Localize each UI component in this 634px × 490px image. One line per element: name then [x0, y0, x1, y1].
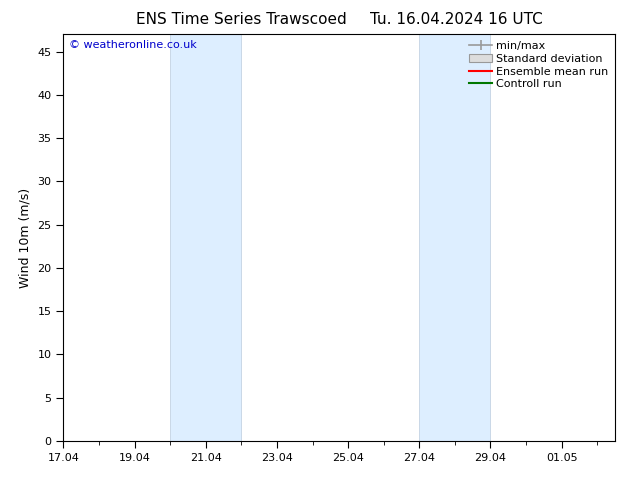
Y-axis label: Wind 10m (m/s): Wind 10m (m/s): [19, 188, 32, 288]
Legend: min/max, Standard deviation, Ensemble mean run, Controll run: min/max, Standard deviation, Ensemble me…: [465, 37, 612, 94]
Text: Tu. 16.04.2024 16 UTC: Tu. 16.04.2024 16 UTC: [370, 12, 543, 27]
Bar: [419, 34, 491, 441]
Bar: [170, 34, 242, 441]
Text: ENS Time Series Trawscoed: ENS Time Series Trawscoed: [136, 12, 346, 27]
Text: © weatheronline.co.uk: © weatheronline.co.uk: [69, 40, 197, 50]
